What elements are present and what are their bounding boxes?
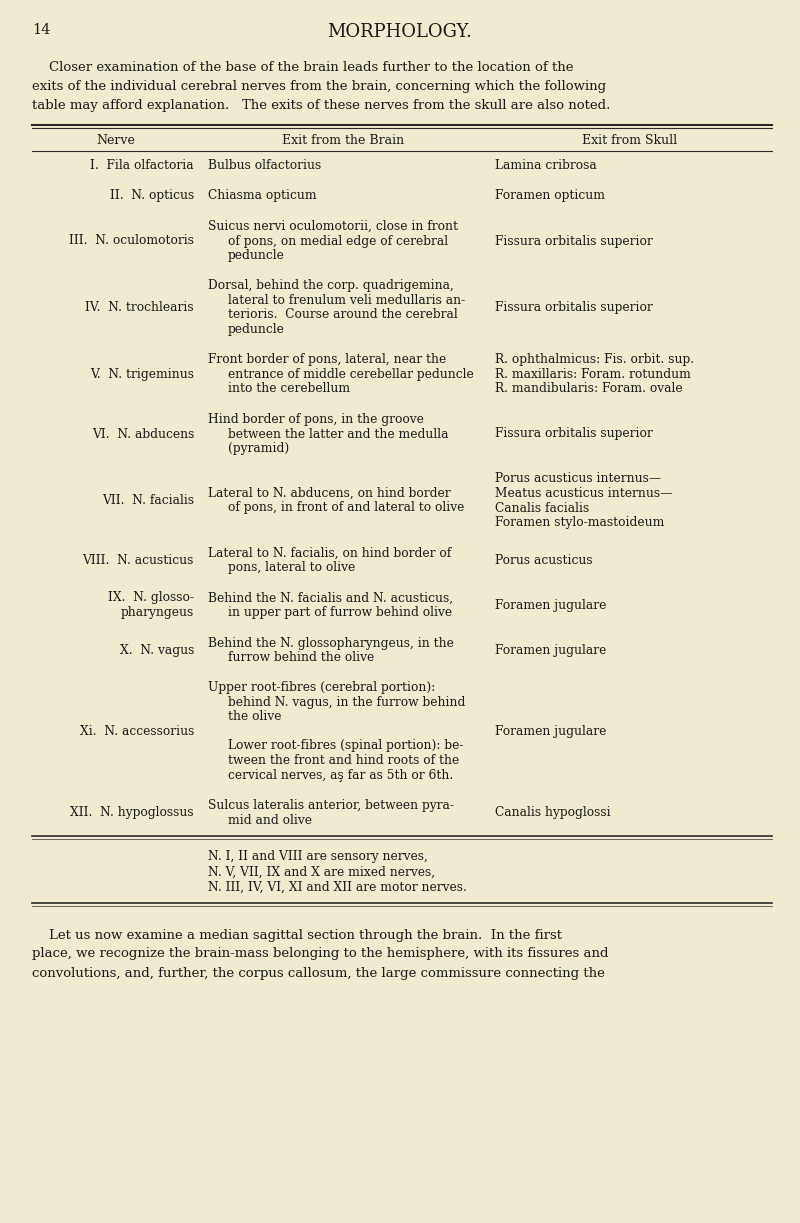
Text: Foramen jugulare: Foramen jugulare [495, 725, 606, 737]
Text: Behind the N. glossopharyngeus, in the: Behind the N. glossopharyngeus, in the [208, 636, 454, 649]
Text: Closer examination of the base of the brain leads further to the location of the: Closer examination of the base of the br… [32, 61, 574, 75]
Text: furrow behind the olive: furrow behind the olive [228, 651, 374, 664]
Text: terioris.  Course around the cerebral: terioris. Course around the cerebral [228, 308, 458, 322]
Text: cervical nerves, aş far as 5th or 6th.: cervical nerves, aş far as 5th or 6th. [228, 768, 454, 781]
Text: pharyngeus: pharyngeus [121, 607, 194, 619]
Text: I.  Fila olfactoria: I. Fila olfactoria [90, 159, 194, 172]
Text: lateral to frenulum veli medullaris an-: lateral to frenulum veli medullaris an- [228, 294, 466, 307]
Text: III.  N. oculomotoris: III. N. oculomotoris [69, 235, 194, 247]
Text: N. V, VII, IX and X are mixed nerves,: N. V, VII, IX and X are mixed nerves, [208, 866, 435, 878]
Text: Meatus acusticus internus—: Meatus acusticus internus— [495, 487, 672, 500]
Text: N. I, II and VIII are sensory nerves,: N. I, II and VIII are sensory nerves, [208, 850, 428, 863]
Text: Hind border of pons, in the groove: Hind border of pons, in the groove [208, 413, 424, 426]
Text: II.  N. opticus: II. N. opticus [110, 190, 194, 203]
Text: MORPHOLOGY.: MORPHOLOGY. [327, 23, 473, 42]
Text: convolutions, and, further, the corpus callosum, the large commissure connecting: convolutions, and, further, the corpus c… [32, 966, 605, 980]
Text: VII.  N. facialis: VII. N. facialis [102, 494, 194, 508]
Text: of pons, on medial edge of cerebral: of pons, on medial edge of cerebral [228, 235, 448, 247]
Text: Canalis hypoglossi: Canalis hypoglossi [495, 806, 610, 819]
Text: X.  N. vagus: X. N. vagus [120, 643, 194, 657]
Text: Fissura orbitalis superior: Fissura orbitalis superior [495, 428, 653, 440]
Text: R. mandibularis: Foram. ovale: R. mandibularis: Foram. ovale [495, 383, 682, 395]
Text: Exit from Skull: Exit from Skull [582, 135, 677, 147]
Text: Lamina cribrosa: Lamina cribrosa [495, 159, 597, 172]
Text: IV.  N. trochlearis: IV. N. trochlearis [86, 301, 194, 314]
Text: Foramen jugulare: Foramen jugulare [495, 643, 606, 657]
Text: Chiasma opticum: Chiasma opticum [208, 190, 317, 203]
Text: of pons, in front of and lateral to olive: of pons, in front of and lateral to oliv… [228, 501, 464, 515]
Text: in upper part of furrow behind olive: in upper part of furrow behind olive [228, 607, 452, 619]
Text: VIII.  N. acusticus: VIII. N. acusticus [82, 554, 194, 566]
Text: behind N. vagus, in the furrow behind: behind N. vagus, in the furrow behind [228, 696, 466, 709]
Text: Fissura orbitalis superior: Fissura orbitalis superior [495, 301, 653, 314]
Text: Fissura orbitalis superior: Fissura orbitalis superior [495, 235, 653, 247]
Text: Canalis facialis: Canalis facialis [495, 501, 590, 515]
Text: Foramen stylo-mastoideum: Foramen stylo-mastoideum [495, 516, 664, 530]
Text: Foramen jugulare: Foramen jugulare [495, 599, 606, 612]
Text: peduncle: peduncle [228, 249, 285, 262]
Text: Lateral to N. facialis, on hind border of: Lateral to N. facialis, on hind border o… [208, 547, 451, 559]
Text: table may afford explanation.   The exits of these nerves from the skull are als: table may afford explanation. The exits … [32, 99, 610, 113]
Text: R. maxillaris: Foram. rotundum: R. maxillaris: Foram. rotundum [495, 368, 691, 382]
Text: Front border of pons, lateral, near the: Front border of pons, lateral, near the [208, 353, 446, 367]
Text: Bulbus olfactorius: Bulbus olfactorius [208, 159, 322, 172]
Text: Porus acusticus internus—: Porus acusticus internus— [495, 472, 661, 486]
Text: Suicus nervi oculomotorii, close in front: Suicus nervi oculomotorii, close in fron… [208, 220, 458, 234]
Text: Xi.  N. accessorius: Xi. N. accessorius [80, 725, 194, 737]
Text: exits of the individual cerebral nerves from the brain, concerning which the fol: exits of the individual cerebral nerves … [32, 79, 606, 93]
Text: Lower root-fibres (spinal portion): be-: Lower root-fibres (spinal portion): be- [228, 740, 463, 752]
Text: Upper root-fibres (cerebral portion):: Upper root-fibres (cerebral portion): [208, 681, 435, 695]
Text: between the latter and the medulla: between the latter and the medulla [228, 428, 449, 440]
Text: Porus acusticus: Porus acusticus [495, 554, 593, 566]
Text: Exit from the Brain: Exit from the Brain [282, 135, 405, 147]
Text: Let us now examine a median sagittal section through the brain.  In the first: Let us now examine a median sagittal sec… [32, 928, 562, 942]
Text: R. ophthalmicus: Fis. orbit. sup.: R. ophthalmicus: Fis. orbit. sup. [495, 353, 694, 367]
Text: Behind the N. facialis and N. acusticus,: Behind the N. facialis and N. acusticus, [208, 592, 453, 604]
Text: pons, lateral to olive: pons, lateral to olive [228, 561, 355, 574]
Text: peduncle: peduncle [228, 323, 285, 336]
Text: IX.  N. glosso-: IX. N. glosso- [108, 592, 194, 604]
Text: Lateral to N. abducens, on hind border: Lateral to N. abducens, on hind border [208, 487, 450, 500]
Text: 14: 14 [32, 23, 50, 37]
Text: (pyramid): (pyramid) [228, 442, 290, 455]
Text: Nerve: Nerve [97, 135, 135, 147]
Text: Foramen opticum: Foramen opticum [495, 190, 605, 203]
Text: the olive: the olive [228, 711, 282, 724]
Text: place, we recognize the brain-mass belonging to the hemisphere, with its fissure: place, we recognize the brain-mass belon… [32, 948, 609, 960]
Text: mid and olive: mid and olive [228, 813, 312, 827]
Text: VI.  N. abducens: VI. N. abducens [92, 428, 194, 440]
Text: Dorsal, behind the corp. quadrigemina,: Dorsal, behind the corp. quadrigemina, [208, 280, 454, 292]
Text: V.  N. trigeminus: V. N. trigeminus [90, 368, 194, 382]
Text: Sulcus lateralis anterior, between pyra-: Sulcus lateralis anterior, between pyra- [208, 799, 454, 812]
Text: tween the front and hind roots of the: tween the front and hind roots of the [228, 755, 459, 767]
Text: entrance of middle cerebellar peduncle: entrance of middle cerebellar peduncle [228, 368, 474, 382]
Text: XII.  N. hypoglossus: XII. N. hypoglossus [70, 806, 194, 819]
Text: into the cerebellum: into the cerebellum [228, 383, 350, 395]
Text: N. III, IV, VI, XI and XII are motor nerves.: N. III, IV, VI, XI and XII are motor ner… [208, 881, 467, 894]
